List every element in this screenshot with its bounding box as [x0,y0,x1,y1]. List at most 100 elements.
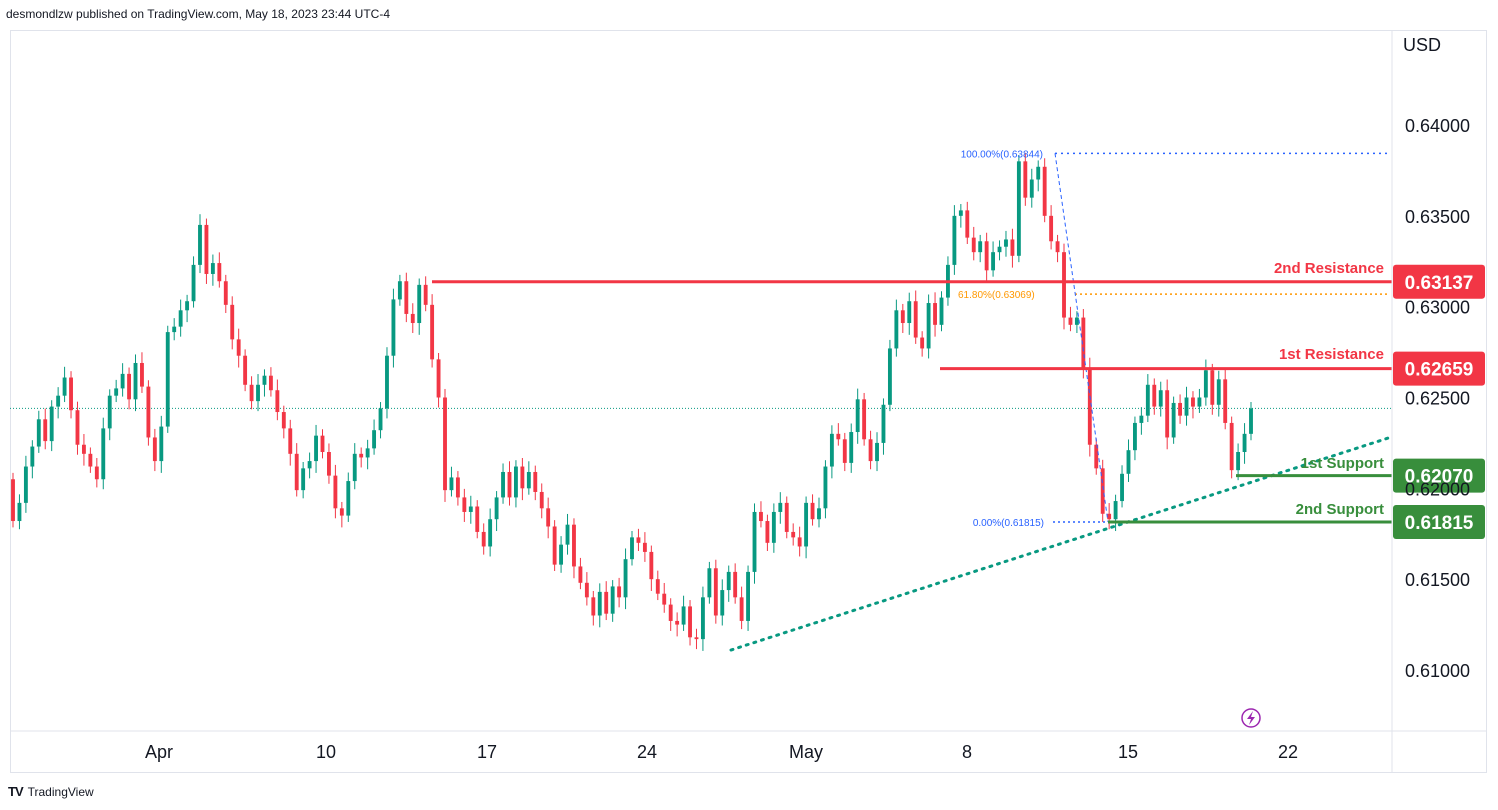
tradingview-logo-icon: TV [8,784,24,799]
candle-body [449,477,454,491]
candle-body [307,461,312,469]
candle-body [862,399,867,440]
candle-body [514,466,518,498]
candle-body [288,428,293,454]
price-tick-label: 0.61500 [1405,570,1470,590]
candle-body [868,439,873,462]
candle-body [75,410,80,445]
currency-label: USD [1403,35,1441,55]
tradingview-footer[interactable]: TV TradingView [8,784,94,799]
candle-body [275,390,280,413]
candle-body [320,435,325,452]
price-tick-label: 0.64000 [1405,116,1470,136]
candle-body [1094,444,1099,469]
candle-body [688,606,692,638]
candle-body [817,508,821,520]
candle-body [894,310,899,349]
candle-body [223,281,228,305]
date-tick-label: Apr [145,742,173,762]
level-price-tag [1393,504,1485,539]
candle-body [546,508,551,527]
candle-body [172,326,177,333]
candle-body [36,419,41,447]
candle-body [417,284,422,324]
candle-body [127,373,131,400]
date-tick-label: May [789,742,823,762]
candle-body [249,384,254,402]
candle-body [617,586,622,598]
candle-body [410,313,415,324]
candle-body [101,428,106,480]
candle-body [397,281,402,300]
date-tick-label: 24 [637,742,657,762]
candle-body [759,511,763,522]
lightning-bolt [1247,711,1255,725]
candle-body [114,388,119,396]
level-price-tag [1393,351,1485,386]
candle-body [520,466,525,489]
candle-body [668,604,673,621]
candle-body [1223,379,1228,423]
chart-annotations: 100.00%(0.63844) 61.80%(0.63069) 0.00%(0.6… [432,149,1485,728]
candle-body [230,304,235,340]
candle-body [1242,433,1247,452]
candle-body [475,506,480,532]
candle-body [146,386,151,438]
candle-body [1100,468,1105,514]
candle-body [804,502,809,547]
candle-body [1126,450,1131,474]
candle-body [1197,397,1202,407]
ascending-trendline [729,435,1392,652]
candle-body [1203,370,1208,398]
candle-body [939,297,944,325]
candle-body [1145,384,1150,416]
candle-body [140,362,144,387]
candle-body [1113,501,1118,520]
candle-body [333,475,338,509]
candle-body [1087,368,1092,445]
candle-body [159,426,164,462]
candle-body [836,433,841,440]
candle-body [597,591,602,616]
candle-body [591,597,596,616]
candle-body [178,310,183,327]
candle-body [94,466,99,480]
candle-body [1165,390,1170,438]
candle-body [69,377,73,411]
candle-body [462,497,467,512]
candle-body [578,566,583,583]
candle-body [771,511,776,543]
candle-body [165,332,170,427]
level-price-value: 0.61815 [1405,513,1474,534]
candle-body [294,453,299,491]
candle-body [1210,370,1215,405]
candlestick-series [11,152,1253,651]
candle-body [623,559,628,598]
candle-body [1139,415,1144,423]
candle-body [784,502,789,532]
candle-body [958,210,963,216]
price-tick-label: 0.62500 [1405,389,1470,409]
candle-body [1191,397,1195,407]
candle-body [1042,166,1047,216]
candle-body [584,582,589,598]
level-price-value: 0.62070 [1405,467,1474,488]
candle-body [875,442,879,462]
candle-body [933,303,937,325]
candle-body [881,404,886,443]
candle-body [1236,452,1241,471]
candle-body [262,375,267,385]
chart-frame[interactable] [10,30,1487,773]
candle-body [978,241,983,253]
candle-body [1036,166,1041,180]
candle-body [49,406,54,442]
candle-body [778,502,783,512]
candle-body [887,348,892,405]
candle-body [1081,317,1086,369]
candle-body [694,637,699,640]
candle-body [488,519,493,547]
candle-body [675,620,680,625]
candle-body [191,264,196,302]
candle-body [339,508,344,516]
